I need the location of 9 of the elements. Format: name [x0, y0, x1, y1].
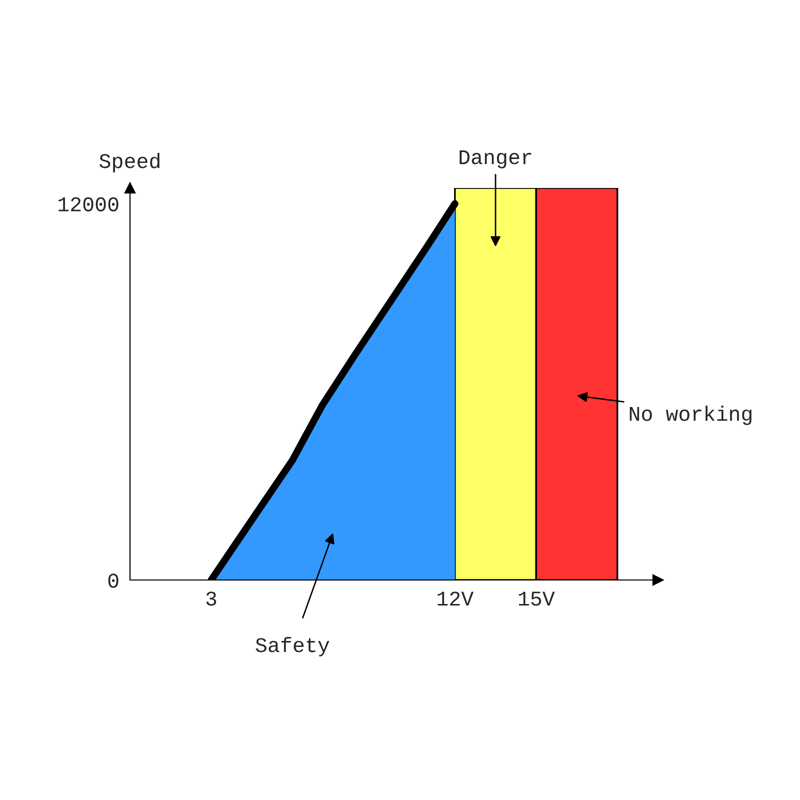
text: Safety: [256, 636, 330, 656]
x-tick-label: 3: [206, 592, 216, 606]
band-label: Danger: [460, 150, 532, 168]
x-tick-label: 15V: [518, 592, 555, 606]
band-label: No working: [630, 406, 752, 426]
x-tick-label: 12V: [438, 592, 474, 606]
y-tick-label: 0: [108, 574, 118, 588]
y-axis-title: Speed: [100, 152, 160, 172]
y-tick-label: 12000: [58, 197, 118, 212]
